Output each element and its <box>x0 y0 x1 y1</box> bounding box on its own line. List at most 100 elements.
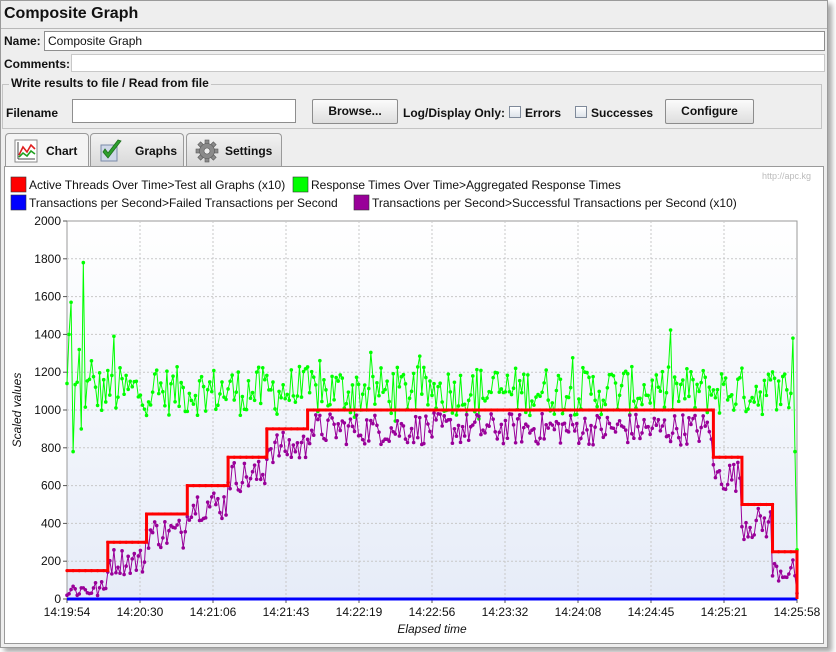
point-response-times <box>458 373 463 378</box>
point-successful-tps <box>224 513 228 517</box>
point-successful-tps <box>509 412 514 417</box>
y-axis-ticks: 0 200 400 600 800 1000 1200 1400 1600 1800 2000 <box>34 214 67 606</box>
point-successful-tps <box>495 437 500 441</box>
point-active-threads <box>169 512 173 516</box>
point-active-threads <box>144 512 149 516</box>
point-successful-tps <box>346 424 351 428</box>
point-successful-tps <box>281 430 285 435</box>
point-successful-tps <box>630 431 634 436</box>
filename-input[interactable] <box>72 99 296 123</box>
point-successful-tps <box>740 524 744 529</box>
point-successful-tps <box>218 510 222 515</box>
tab-graphs[interactable]: Graphs <box>90 133 184 166</box>
point-successful-tps <box>320 432 324 437</box>
tab-chart[interactable]: Chart <box>5 133 89 167</box>
point-active-threads <box>204 484 208 488</box>
point-response-times <box>701 368 706 373</box>
point-response-times <box>158 381 163 385</box>
point-active-threads <box>102 569 106 573</box>
browse-button[interactable]: Browse... <box>312 99 398 124</box>
point-response-times <box>212 368 216 373</box>
point-successful-tps <box>277 453 281 458</box>
point-successful-tps <box>360 437 365 442</box>
point-successful-tps <box>428 429 432 434</box>
file-panel-title: Write results to file / Read from file <box>9 76 211 90</box>
point-response-times <box>199 374 204 379</box>
comments-field[interactable] <box>71 54 825 72</box>
point-response-times <box>285 392 290 397</box>
point-successful-tps <box>511 423 516 427</box>
point-successful-tps <box>617 418 622 423</box>
point-active-threads <box>403 408 408 412</box>
point-successful-tps <box>762 516 767 520</box>
point-response-times <box>699 380 703 385</box>
point-successful-tps <box>660 424 665 428</box>
point-response-times <box>89 359 94 363</box>
point-successful-tps <box>254 477 259 482</box>
point-response-times <box>521 372 526 377</box>
log-display-only-label: Log/Display Only: <box>403 106 506 120</box>
point-successful-tps <box>352 429 357 434</box>
point-successful-tps <box>405 440 410 445</box>
point-response-times <box>366 386 371 391</box>
point-successful-tps <box>528 431 532 435</box>
point-successful-tps <box>711 462 716 467</box>
point-response-times <box>658 389 663 394</box>
point-successful-tps <box>572 429 577 433</box>
point-successful-tps <box>330 416 334 420</box>
point-response-times <box>220 380 224 384</box>
point-successful-tps <box>393 432 398 436</box>
point-response-times <box>489 390 493 395</box>
point-successful-tps <box>366 439 371 443</box>
point-successful-tps <box>228 486 232 491</box>
point-successful-tps <box>754 518 759 523</box>
point-successful-tps <box>603 432 608 437</box>
point-successful-tps <box>770 574 775 578</box>
successes-checkbox[interactable] <box>575 106 587 118</box>
point-active-threads <box>361 408 365 412</box>
tab-settings[interactable]: Settings <box>186 133 282 166</box>
point-response-times <box>613 381 618 385</box>
point-successful-tps <box>187 518 192 522</box>
point-successful-tps <box>167 528 171 533</box>
point-response-times <box>330 374 334 379</box>
point-response-times <box>740 366 744 370</box>
point-successful-tps <box>503 418 508 423</box>
point-response-times <box>181 385 186 390</box>
point-successful-tps <box>142 560 147 564</box>
configure-button[interactable]: Configure <box>665 99 754 124</box>
point-response-times <box>685 366 689 371</box>
point-active-threads <box>777 550 781 554</box>
point-successful-tps <box>760 528 765 533</box>
point-response-times <box>232 398 237 402</box>
point-response-times <box>134 379 139 384</box>
point-successful-tps <box>316 417 320 422</box>
point-successful-tps <box>67 592 71 596</box>
point-response-times <box>446 372 451 376</box>
point-response-times <box>678 382 683 387</box>
point-successful-tps <box>154 523 159 528</box>
point-successful-tps <box>77 592 82 596</box>
point-successful-tps <box>148 528 153 532</box>
point-active-threads <box>306 408 310 412</box>
x-tick-label: 14:24:45 <box>628 605 675 619</box>
point-active-threads <box>348 408 353 412</box>
point-response-times <box>466 398 471 403</box>
point-response-times <box>75 380 79 385</box>
point-active-threads <box>440 408 444 412</box>
point-response-times <box>307 390 312 395</box>
name-field[interactable]: Composite Graph <box>44 31 825 51</box>
point-response-times <box>497 390 502 394</box>
errors-checkbox[interactable] <box>509 106 521 118</box>
point-response-times <box>283 396 287 401</box>
point-active-threads <box>257 455 261 459</box>
point-successful-tps <box>556 421 561 426</box>
point-response-times <box>772 376 777 381</box>
point-response-times <box>73 382 77 387</box>
point-response-times <box>787 405 791 410</box>
point-successful-tps <box>279 444 283 448</box>
point-successful-tps <box>532 427 536 431</box>
point-active-threads <box>312 408 316 412</box>
point-response-times <box>289 368 294 372</box>
point-successful-tps <box>736 460 740 465</box>
